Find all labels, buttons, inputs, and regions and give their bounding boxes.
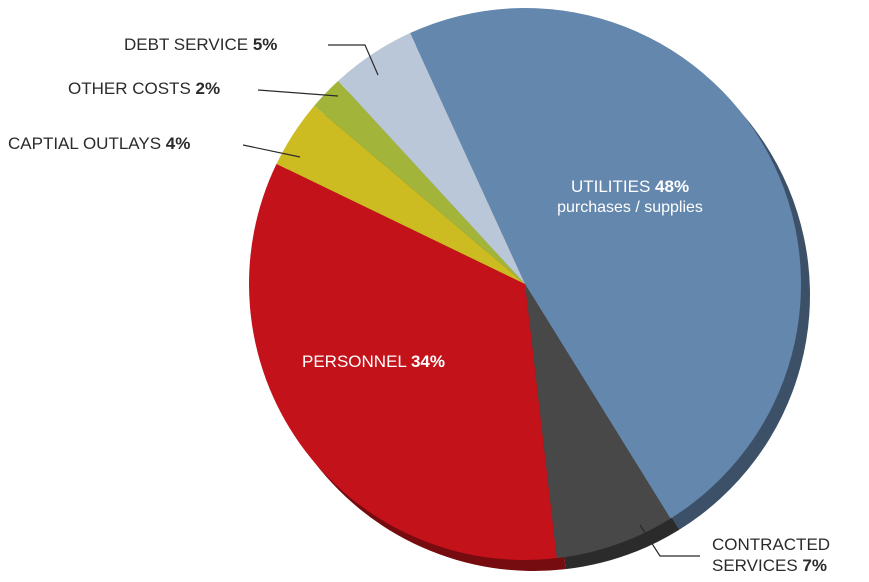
value-label: 5% (252, 35, 278, 54)
annotation: purchases / supplies (557, 199, 703, 216)
value-label: 7% (802, 556, 827, 575)
category-name: PERSONNEL (302, 352, 407, 371)
leader-line (639, 524, 700, 557)
value-label: 4% (165, 134, 191, 153)
slice-label: CAPTIAL OUTLAYS 4% (8, 133, 190, 154)
slice-label: DEBT SERVICE 5% (124, 34, 277, 55)
slice-label: PERSONNEL 34% (302, 351, 445, 372)
slice (410, 7, 801, 519)
slice-label: UTILITIES 48% purchases / supplies (540, 176, 720, 218)
slice (314, 80, 525, 284)
category-name: CAPTIAL OUTLAYS (8, 134, 162, 153)
category-name: OTHER COSTS (68, 79, 191, 98)
slice (338, 33, 525, 284)
value-label: 48% (655, 177, 690, 196)
category-name: CONTRACTED SERVICES (712, 535, 831, 575)
slice-label: CONTRACTED SERVICES 7% (712, 534, 862, 576)
slice (525, 284, 671, 559)
category-name: DEBT SERVICE (124, 35, 249, 54)
slice (249, 163, 557, 560)
slice-label: OTHER COSTS 2% (68, 78, 220, 99)
category-name: UTILITIES (570, 177, 651, 196)
leader-line (328, 44, 379, 76)
value-label: 34% (410, 352, 445, 371)
leader-line (257, 89, 339, 97)
value-label: 2% (195, 79, 221, 98)
leader-line (242, 144, 301, 158)
slice (276, 105, 525, 285)
